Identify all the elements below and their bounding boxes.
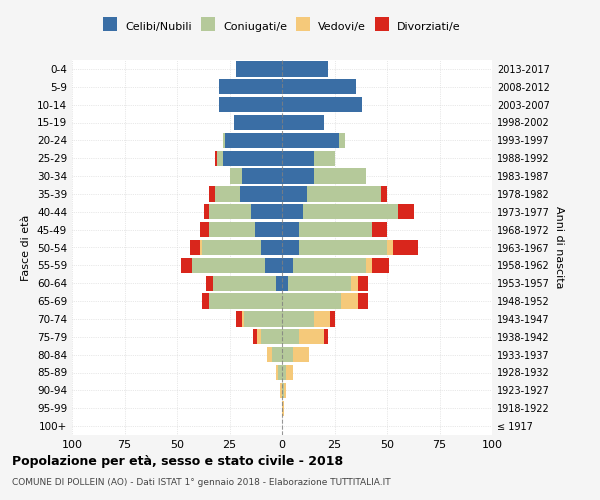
Bar (219, 79, 282, 94)
Bar (282, 222, 299, 237)
Bar (280, 383, 282, 398)
Bar (242, 312, 244, 326)
Bar (314, 168, 366, 184)
Text: Popolazione per età, sesso e stato civile - 2018: Popolazione per età, sesso e stato civil… (12, 455, 343, 468)
Bar (265, 258, 282, 273)
Bar (341, 294, 358, 308)
Bar (282, 383, 284, 398)
Bar (202, 294, 209, 308)
Bar (236, 312, 242, 326)
Bar (398, 204, 415, 220)
Bar (240, 186, 282, 202)
Bar (276, 276, 282, 291)
Bar (282, 150, 314, 166)
Bar (261, 329, 282, 344)
Bar (257, 329, 261, 344)
Bar (202, 240, 261, 255)
Bar (223, 150, 282, 166)
Bar (226, 133, 282, 148)
Bar (242, 168, 282, 184)
Bar (251, 204, 282, 220)
Bar (282, 115, 324, 130)
Legend: Celibi/Nubili, Coniugati/e, Vedovi/e, Divorziati/e: Celibi/Nubili, Coniugati/e, Vedovi/e, Di… (99, 17, 465, 36)
Bar (289, 276, 352, 291)
Y-axis label: Fasce di età: Fasce di età (22, 214, 31, 280)
Bar (209, 204, 251, 220)
Bar (338, 133, 345, 148)
Bar (282, 365, 286, 380)
Bar (236, 62, 282, 76)
Bar (314, 312, 331, 326)
Bar (278, 365, 282, 380)
Bar (215, 150, 217, 166)
Bar (358, 294, 368, 308)
Bar (217, 150, 223, 166)
Bar (381, 186, 387, 202)
Bar (206, 276, 213, 291)
Y-axis label: Anni di nascita: Anni di nascita (554, 206, 563, 289)
Bar (209, 294, 282, 308)
Bar (212, 276, 276, 291)
Bar (253, 329, 257, 344)
Bar (254, 222, 282, 237)
Bar (394, 240, 418, 255)
Bar (282, 168, 314, 184)
Bar (372, 258, 389, 273)
Bar (282, 347, 293, 362)
Bar (387, 240, 394, 255)
Bar (282, 204, 303, 220)
Bar (276, 365, 278, 380)
Bar (223, 133, 226, 148)
Bar (366, 258, 372, 273)
Bar (282, 62, 328, 76)
Bar (230, 168, 242, 184)
Bar (284, 383, 286, 398)
Bar (303, 204, 398, 220)
Bar (299, 222, 372, 237)
Bar (351, 276, 358, 291)
Bar (324, 329, 328, 344)
Bar (331, 312, 335, 326)
Bar (219, 97, 282, 112)
Bar (372, 222, 387, 237)
Bar (200, 240, 202, 255)
Bar (286, 365, 293, 380)
Bar (299, 240, 387, 255)
Bar (234, 115, 282, 130)
Bar (282, 240, 299, 255)
Bar (282, 312, 314, 326)
Bar (293, 258, 366, 273)
Bar (282, 276, 289, 291)
Bar (271, 347, 282, 362)
Bar (282, 133, 338, 148)
Bar (358, 276, 368, 291)
Bar (282, 79, 355, 94)
Bar (209, 222, 254, 237)
Bar (282, 400, 284, 416)
Bar (282, 329, 299, 344)
Bar (181, 258, 192, 273)
Bar (282, 97, 362, 112)
Bar (282, 258, 293, 273)
Bar (190, 240, 200, 255)
Bar (314, 150, 335, 166)
Bar (307, 186, 381, 202)
Bar (299, 329, 324, 344)
Bar (215, 186, 240, 202)
Bar (192, 258, 265, 273)
Bar (209, 186, 215, 202)
Bar (200, 222, 209, 237)
Bar (282, 186, 307, 202)
Text: COMUNE DI POLLEIN (AO) - Dati ISTAT 1° gennaio 2018 - Elaborazione TUTTITALIA.IT: COMUNE DI POLLEIN (AO) - Dati ISTAT 1° g… (12, 478, 391, 487)
Bar (293, 347, 310, 362)
Bar (244, 312, 282, 326)
Bar (204, 204, 209, 220)
Bar (268, 347, 271, 362)
Bar (261, 240, 282, 255)
Bar (282, 294, 341, 308)
